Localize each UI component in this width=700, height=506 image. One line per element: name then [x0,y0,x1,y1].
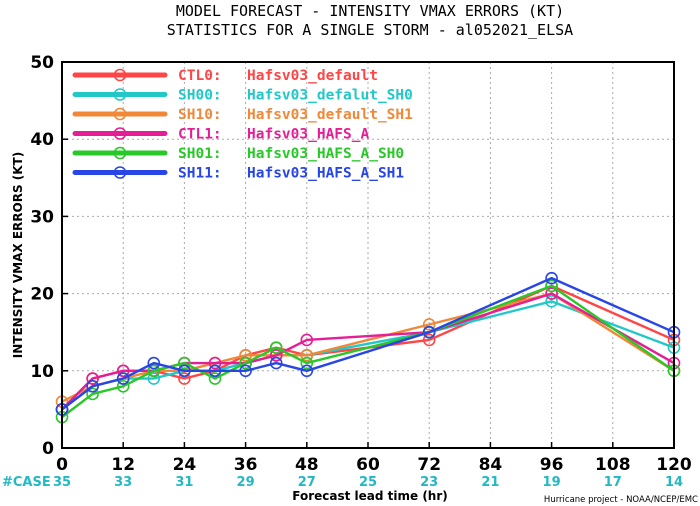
data-point [178,364,191,378]
data-point [545,271,558,285]
legend-label: Hafsv03_default_SH1 [247,107,413,123]
x-tick-label: 96 [540,455,564,475]
series-Hafsv03_HAFS_A_SH1 [55,271,681,416]
y-tick-label: 30 [30,207,54,227]
case-count: 25 [359,475,377,490]
data-point [86,387,99,401]
y-axis-label: INTENSITY VMAX ERRORS (KT) [11,152,25,358]
y-tick-label: 10 [30,362,54,382]
x-tick-label: 48 [295,455,319,475]
data-point [422,325,436,339]
legend-name: CTL0: [178,68,222,84]
series-layer [55,271,681,424]
legend-name: SH10: [178,107,222,123]
legend-label: Hafsv03_defalut_SH0 [247,88,413,104]
credit-text: Hurricane project - NOAA/NCEP/EMC [544,495,698,505]
y-tick-label: 20 [30,285,54,305]
data-point [116,379,130,393]
case-count: 19 [543,475,561,490]
legend-label: Hafsv03_HAFS_A_SH1 [247,166,404,182]
legend-name: SH11: [178,166,222,182]
data-point [239,356,252,370]
x-tick-label: 60 [356,455,380,475]
data-point [300,364,314,378]
data-point [300,349,314,362]
legend-name: SH01: [178,146,222,162]
data-point [86,372,99,385]
case-counts: 35 33 31 29 27 25 23 21 19 17 14 [53,475,683,490]
legend-marker [113,127,127,140]
case-count: 29 [237,475,255,490]
data-point [208,356,222,370]
legend-item: CTL0: Hafsv03_default [72,68,378,84]
legend-item: SH11: Hafsv03_HAFS_A_SH1 [72,166,404,182]
data-point [545,287,558,300]
data-point [422,318,436,331]
legend-marker [113,146,127,160]
axis-ticks: 0 12 24 36 48 60 72 84 96 108 120 0 10 20 30 40 50 [30,53,692,475]
case-count: 35 [53,475,71,490]
chart-title: MODEL FORECAST - INTENSITY VMAX ERRORS (… [176,2,564,20]
legend-label: Hafsv03_default [247,68,378,84]
x-tick-label: 72 [417,455,441,475]
data-point [545,295,558,308]
case-count: 27 [298,475,316,490]
legend-marker [113,166,127,179]
legend-marker [113,68,127,82]
legend-item: CTL1: Hafsv03_HAFS_A [72,127,369,143]
x-tick-label: 36 [234,455,258,475]
case-count: 14 [665,475,683,490]
legend-label: Hafsv03_HAFS_A [247,127,369,143]
legend-item: SH00: Hafsv03_defalut_SH0 [72,88,413,104]
data-point [239,349,252,362]
legend: CTL0: Hafsv03_default SH00: Hafsv03_defalut… [72,68,413,182]
data-point [300,333,314,347]
case-count: 31 [175,475,193,490]
legend-name: SH00: [178,88,222,104]
data-point [116,372,130,385]
data-point [147,356,161,370]
legend-item: SH01: Hafsv03_HAFS_A_SH0 [72,146,404,162]
data-point [147,372,161,385]
data-point [116,364,130,378]
legend-name: CTL1: [178,127,222,143]
data-point [269,356,283,370]
case-count: 33 [114,475,132,490]
y-tick-label: 0 [42,439,54,459]
data-point [178,372,191,385]
data-point [269,341,283,354]
data-point [422,333,436,347]
legend-marker [113,88,127,101]
legend-item: SH10: Hafsv03_default_SH1 [72,107,413,123]
x-tick-label: 0 [56,455,68,475]
data-point [300,356,314,370]
x-tick-label: 84 [479,455,503,475]
x-tick-label: 108 [595,455,631,475]
case-count: 21 [481,475,499,490]
case-label: #CASE [2,475,51,490]
data-point [86,379,99,393]
legend-marker [113,107,127,121]
data-point [147,364,161,378]
chart-subtitle: STATISTICS FOR A SINGLE STORM - al052021… [167,21,573,39]
data-point [269,349,283,362]
y-tick-label: 40 [30,130,54,150]
legend-label: Hafsv03_HAFS_A_SH0 [247,146,404,162]
x-tick-label: 24 [173,455,197,475]
data-point [208,364,222,378]
x-axis-label: Forecast lead time (hr) [292,489,448,503]
case-count: 17 [604,475,622,490]
x-tick-label: 12 [111,455,135,475]
data-point [239,364,252,378]
x-tick-label: 120 [656,455,692,475]
data-point [208,372,222,385]
case-count: 23 [420,475,438,490]
data-point [178,356,191,370]
data-point [545,279,558,293]
y-tick-label: 50 [30,53,54,73]
